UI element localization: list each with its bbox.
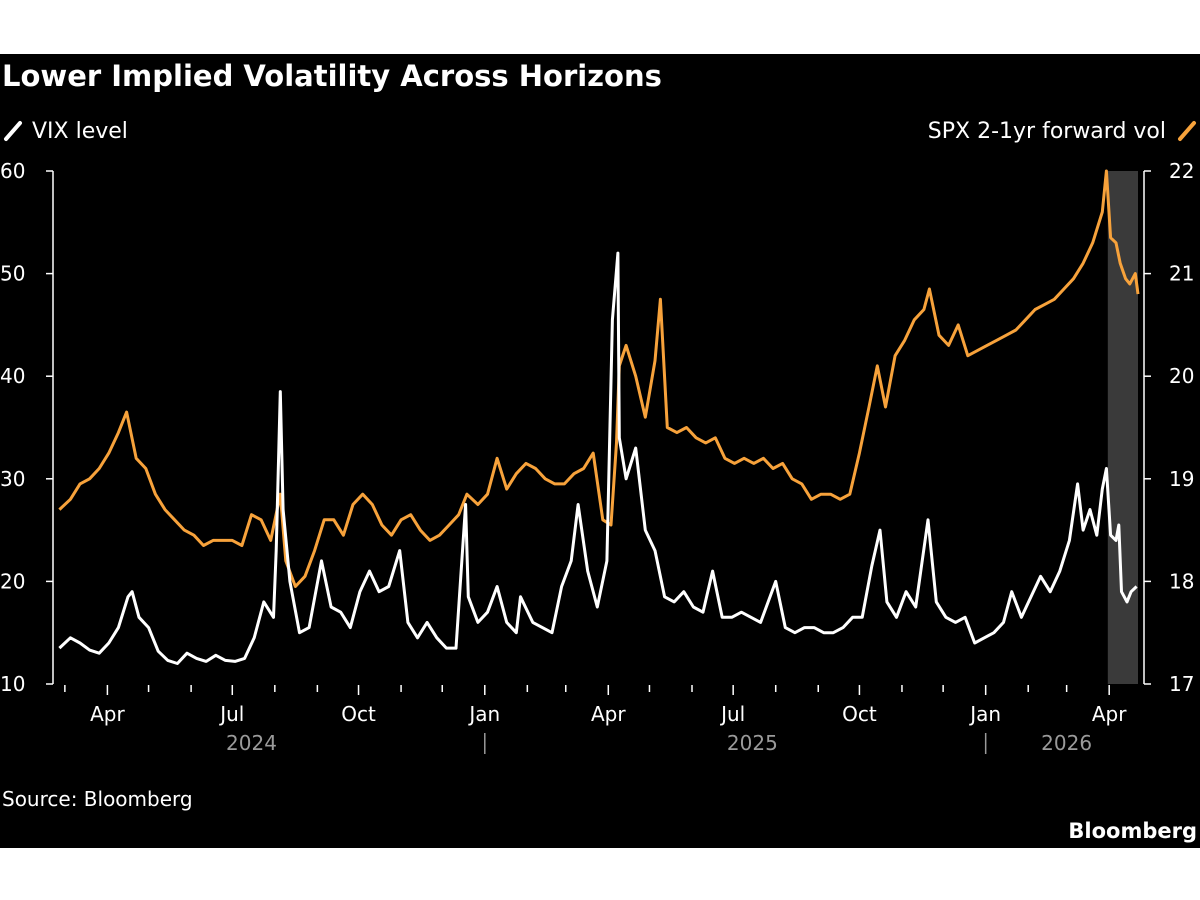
left-axis-tick-label: 10: [0, 672, 25, 696]
x-axis-tick-label: Jul: [218, 702, 244, 726]
x-axis-tick-label: Apr: [591, 702, 626, 726]
x-axis-year-label: 2026: [1041, 731, 1092, 755]
right-axis-tick-label: 21: [1169, 262, 1194, 286]
x-axis-tick-label: Jan: [467, 702, 500, 726]
right-axis-tick-label: 17: [1169, 672, 1194, 696]
legend-forward-vol-swatch: [1178, 121, 1196, 141]
x-axis-year-label: 2024: [226, 731, 277, 755]
x-axis-tick-label: Apr: [1092, 702, 1127, 726]
right-axis: 17 18 19 20 21 22: [1143, 159, 1194, 696]
x-axis-tick-label: Jan: [968, 702, 1001, 726]
left-axis: 10 20 30 40 50 60: [0, 159, 54, 696]
left-axis-tick-label: 60: [0, 159, 25, 183]
x-axis-year-label: 2025: [727, 731, 778, 755]
legend-forward-vol-label: SPX 2-1yr forward vol: [928, 119, 1166, 144]
chart-svg: Lower Implied Volatility Across Horizons…: [0, 59, 1197, 843]
left-axis-tick-label: 50: [0, 262, 25, 286]
right-axis-tick-label: 22: [1169, 159, 1194, 183]
legend-left: VIX level: [4, 119, 128, 144]
highlight-band: [1107, 171, 1138, 684]
chart-title: Lower Implied Volatility Across Horizons: [2, 59, 662, 93]
x-axis: Apr Jul Oct Jan Apr Jul Oct Jan Apr 2024 2025 2026: [64, 685, 1127, 755]
legend-vix-swatch: [4, 121, 22, 141]
x-axis-tick-label: Oct: [842, 702, 877, 726]
x-axis-tick-label: Jul: [719, 702, 745, 726]
bloomberg-logo: Bloomberg: [1068, 819, 1197, 843]
legend-vix-label: VIX level: [32, 119, 128, 144]
series-line-forward-vol: [58, 169, 1140, 588]
right-axis-tick-label: 18: [1169, 569, 1194, 593]
right-axis-tick-label: 20: [1169, 364, 1194, 388]
x-axis-tick-label: Oct: [341, 702, 376, 726]
left-axis-tick-label: 40: [0, 364, 25, 388]
left-axis-tick-label: 30: [0, 467, 25, 491]
left-axis-tick-label: 20: [0, 569, 25, 593]
series-line-vix: [58, 251, 1138, 665]
source-note: Source: Bloomberg: [2, 787, 193, 811]
right-axis-tick-label: 19: [1169, 467, 1194, 491]
chart-panel: Lower Implied Volatility Across Horizons…: [0, 54, 1200, 848]
legend-right: SPX 2-1yr forward vol: [928, 119, 1196, 144]
x-axis-tick-label: Apr: [90, 702, 125, 726]
